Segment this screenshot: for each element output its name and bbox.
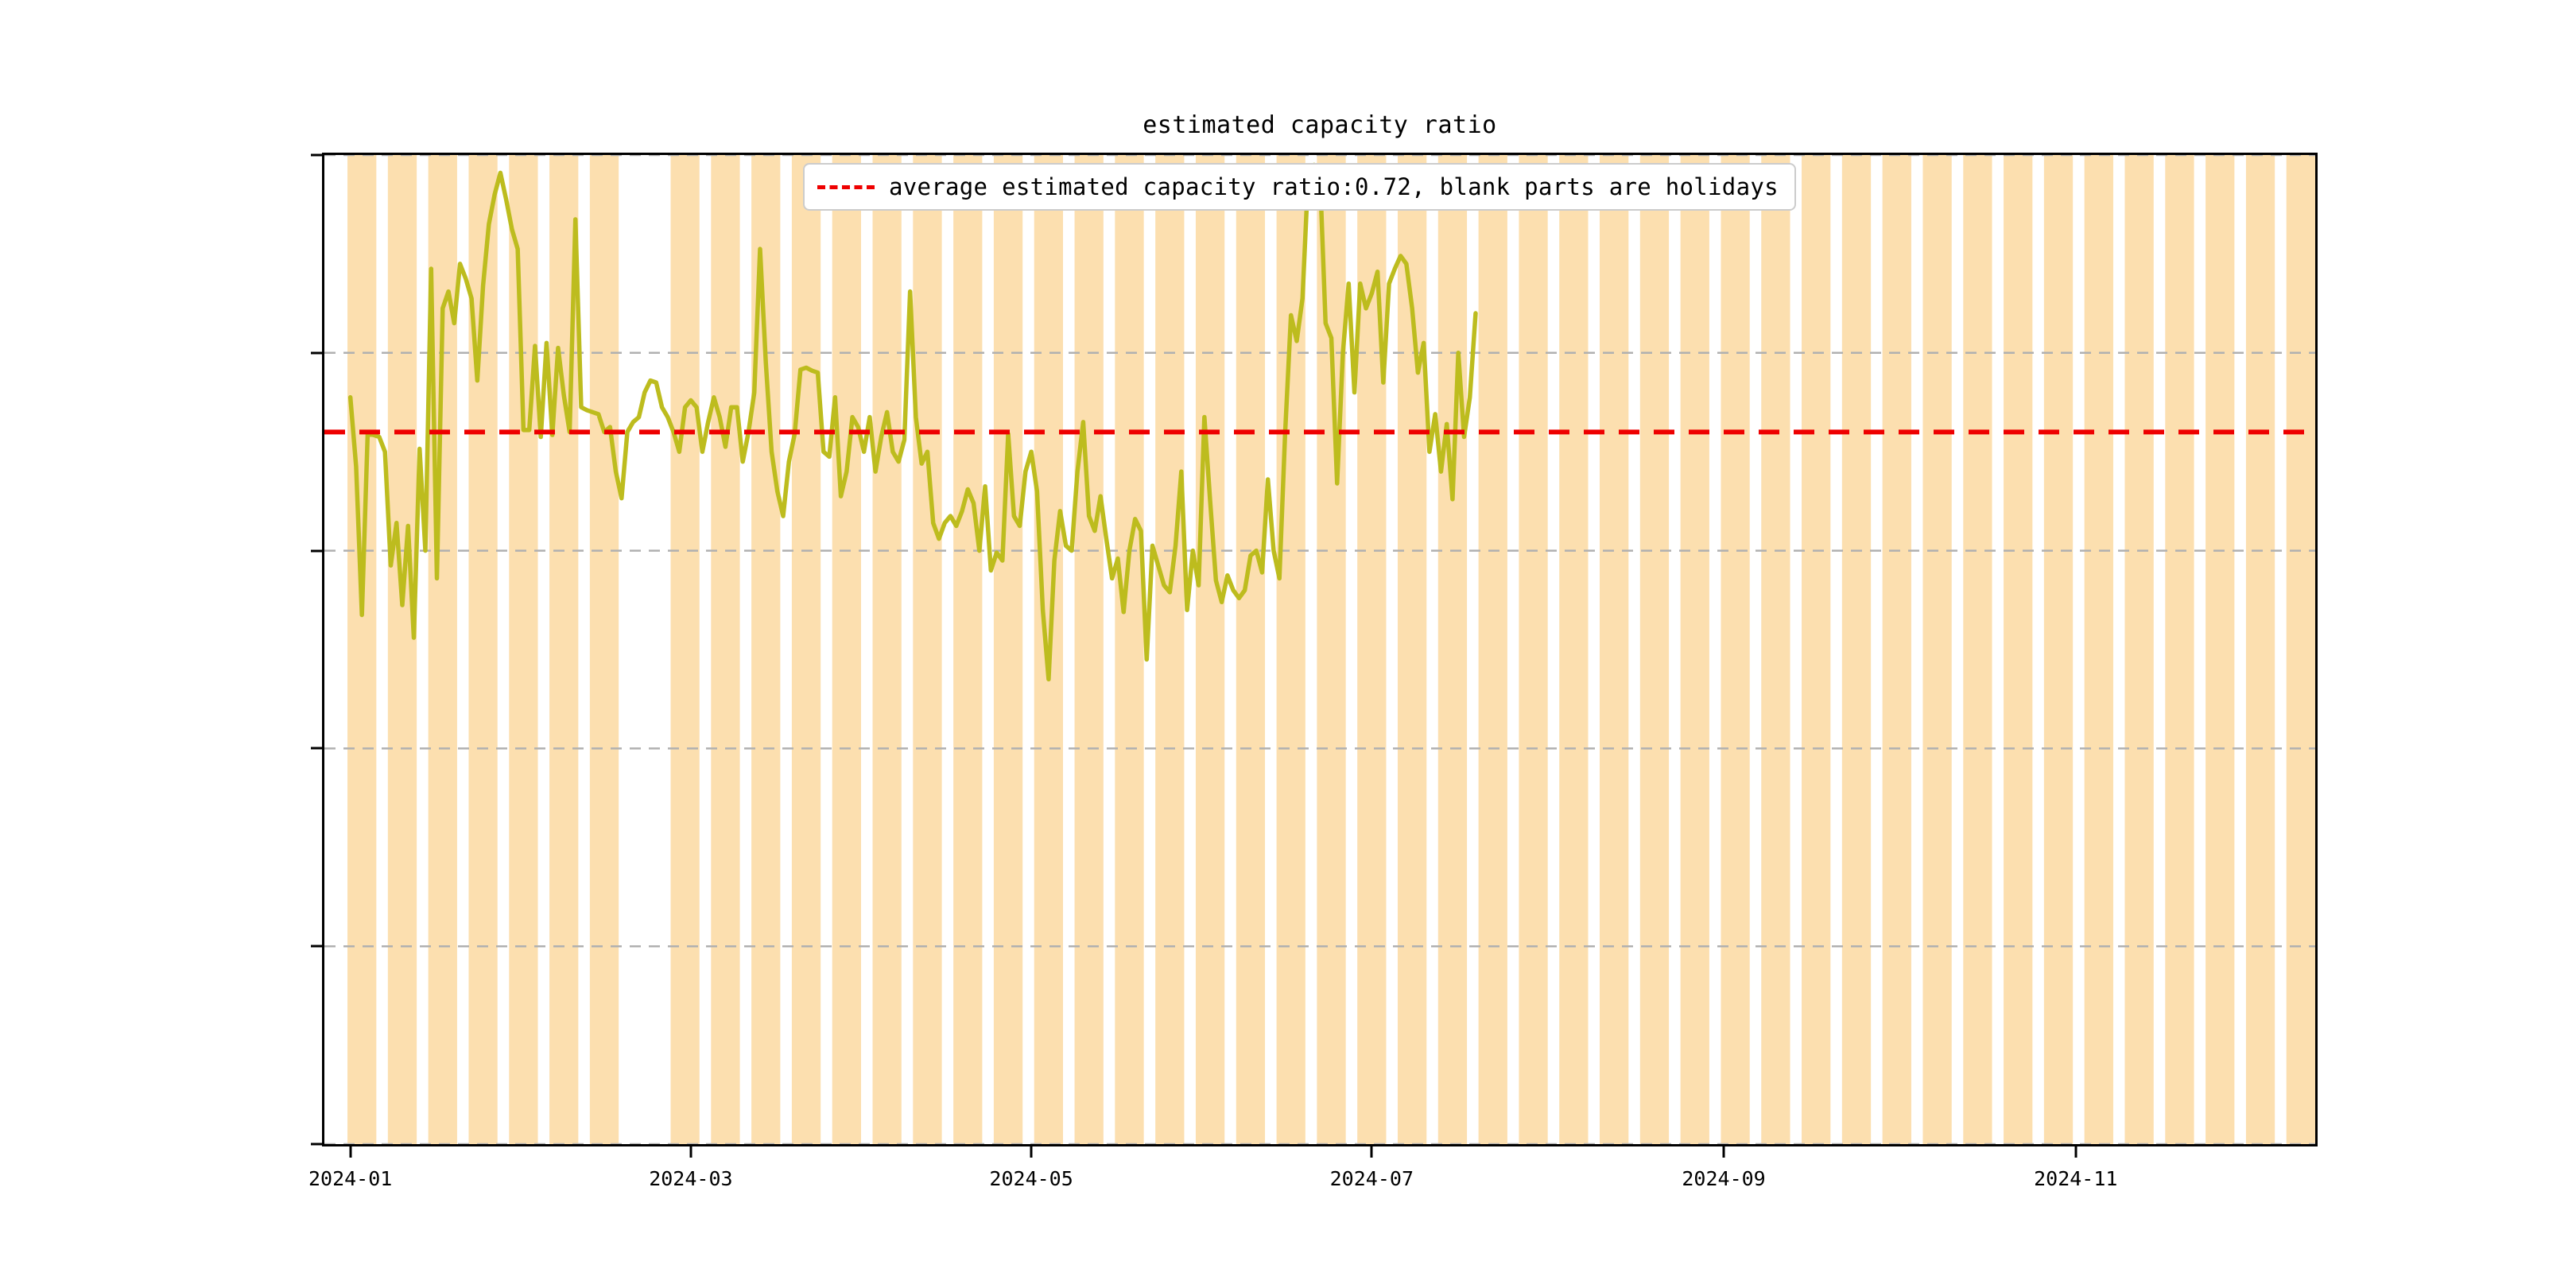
chart-title: estimated capacity ratio (1143, 111, 1497, 139)
x-axis-tick-mark (349, 1146, 352, 1158)
plot-clip (324, 155, 2315, 1144)
plot-area (322, 153, 2318, 1146)
working-day-band (1357, 155, 1387, 1144)
working-day-band (1680, 155, 1709, 1144)
working-day-band (1115, 155, 1144, 1144)
working-day-band (1437, 155, 1468, 1144)
working-day-band (2245, 155, 2275, 1144)
working-day-band (953, 155, 983, 1144)
working-day-band (2043, 155, 2074, 1144)
working-day-band (670, 155, 700, 1144)
working-day-band (872, 155, 902, 1144)
y-axis-tick-mark (311, 945, 322, 948)
working-day-band (1559, 155, 1589, 1144)
working-day-band (1761, 155, 1790, 1144)
working-day-band (1600, 155, 1629, 1144)
x-axis-tick-label: 2024-07 (1329, 1167, 1414, 1190)
working-day-band (993, 155, 1023, 1144)
working-day-band (387, 155, 417, 1144)
working-day-band (1841, 155, 1872, 1144)
working-day-band (1882, 155, 1911, 1144)
legend-entry-label: average estimated capacity ratio:0.72, b… (889, 173, 1779, 200)
y-axis-tick-mark (311, 351, 322, 355)
working-day-band (589, 155, 619, 1144)
working-day-band (1478, 155, 1507, 1144)
working-day-band (1802, 155, 1831, 1144)
working-day-band (347, 155, 377, 1144)
working-day-band (832, 155, 861, 1144)
average-line-swatch-icon (817, 184, 875, 189)
x-axis-tick-mark (689, 1146, 692, 1158)
y-axis-tick-mark (311, 153, 322, 157)
x-axis-tick-mark (1722, 1146, 1725, 1158)
working-day-band (791, 155, 821, 1144)
x-axis-tick-label: 2024-11 (2034, 1167, 2118, 1190)
x-axis-tick-label: 2024-09 (1682, 1167, 1766, 1190)
working-day-band (913, 155, 942, 1144)
working-day-band (2124, 155, 2154, 1144)
chart-legend: average estimated capacity ratio:0.72, b… (803, 163, 1796, 211)
working-day-band (1074, 155, 1104, 1144)
working-day-band (1639, 155, 1670, 1144)
working-day-band (1317, 155, 1346, 1144)
working-day-band (1155, 155, 1185, 1144)
y-axis-tick-mark (311, 747, 322, 750)
working-day-band (2004, 155, 2033, 1144)
working-day-band (509, 155, 538, 1144)
working-day-band (1195, 155, 1225, 1144)
working-day-band (1236, 155, 1266, 1144)
x-axis-tick-label: 2024-01 (308, 1167, 393, 1190)
plot-canvas (324, 155, 2315, 1144)
x-axis-tick-mark (2074, 1146, 2077, 1158)
working-day-band (2165, 155, 2194, 1144)
working-day-band (2206, 155, 2235, 1144)
working-day-band (711, 155, 740, 1144)
working-day-band (1519, 155, 1548, 1144)
capacity-ratio-line (347, 162, 1478, 682)
working-day-band (1963, 155, 1992, 1144)
x-axis-tick-label: 2024-03 (649, 1167, 733, 1190)
x-axis-tick-mark (1370, 1146, 1373, 1158)
x-axis-tick-label: 2024-05 (989, 1167, 1073, 1190)
working-day-band (1922, 155, 1952, 1144)
x-axis-tick-mark (1030, 1146, 1033, 1158)
working-day-band (2286, 155, 2315, 1144)
y-axis-tick-mark (311, 1143, 322, 1146)
working-day-band (1721, 155, 1750, 1144)
working-day-band (2084, 155, 2113, 1144)
y-axis-tick-mark (311, 549, 322, 553)
